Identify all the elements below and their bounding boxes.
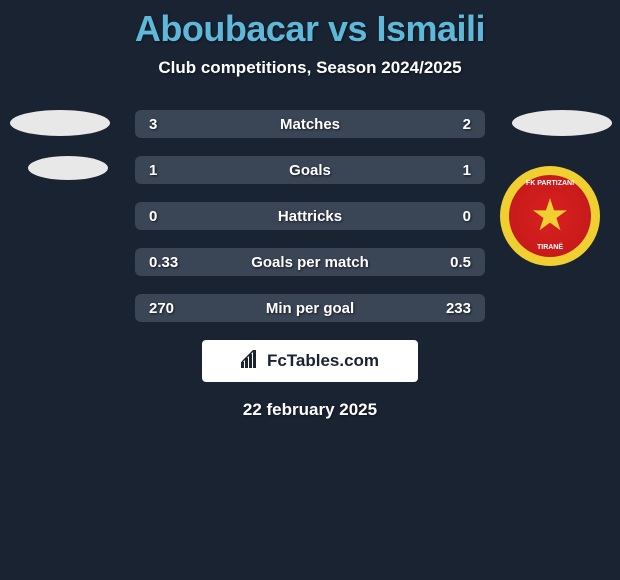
stat-row-goals: 1 Goals 1 bbox=[135, 156, 485, 184]
page-title: Aboubacar vs Ismaili bbox=[0, 0, 620, 50]
stat-label: Min per goal bbox=[266, 300, 354, 317]
stat-left-value: 1 bbox=[149, 162, 157, 179]
player-right-avatar bbox=[512, 110, 612, 136]
stat-left-value: 3 bbox=[149, 116, 157, 133]
club-name-top: FK PARTIZANI bbox=[526, 180, 574, 187]
stat-right-value: 1 bbox=[463, 162, 471, 179]
stat-label: Hattricks bbox=[278, 208, 342, 225]
chart-icon bbox=[241, 350, 263, 373]
page-subtitle: Club competitions, Season 2024/2025 bbox=[0, 58, 620, 78]
stat-label: Goals per match bbox=[251, 254, 369, 271]
stat-row-hattricks: 0 Hattricks 0 bbox=[135, 202, 485, 230]
stat-left-value: 270 bbox=[149, 300, 174, 317]
comparison-widget: Aboubacar vs Ismaili Club competitions, … bbox=[0, 0, 620, 580]
stat-row-min-per-goal: 270 Min per goal 233 bbox=[135, 294, 485, 322]
partizani-logo: FK PARTIZANI ★ TIRANË bbox=[509, 175, 591, 257]
stat-row-matches: 3 Matches 2 bbox=[135, 110, 485, 138]
stat-rows: 3 Matches 2 1 Goals 1 0 Hattricks 0 0.33… bbox=[135, 110, 485, 322]
stat-left-value: 0 bbox=[149, 208, 157, 225]
club-left-badge bbox=[28, 156, 108, 180]
star-icon: ★ bbox=[530, 194, 569, 238]
logo-text: FcTables.com bbox=[267, 351, 379, 371]
stat-left-value: 0.33 bbox=[149, 254, 178, 271]
date-label: 22 february 2025 bbox=[0, 400, 620, 420]
stat-right-value: 2 bbox=[463, 116, 471, 133]
stat-label: Goals bbox=[289, 162, 331, 179]
stat-right-value: 233 bbox=[446, 300, 471, 317]
club-name-bottom: TIRANË bbox=[537, 244, 563, 251]
stat-label: Matches bbox=[280, 116, 340, 133]
club-right-badge: FK PARTIZANI ★ TIRANË bbox=[500, 166, 600, 266]
stats-area: FK PARTIZANI ★ TIRANË 3 Matches 2 1 Goal… bbox=[0, 110, 620, 420]
stat-row-goals-per-match: 0.33 Goals per match 0.5 bbox=[135, 248, 485, 276]
stat-right-value: 0 bbox=[463, 208, 471, 225]
fctables-logo[interactable]: FcTables.com bbox=[202, 340, 418, 382]
stat-right-value: 0.5 bbox=[450, 254, 471, 271]
player-left-avatar bbox=[10, 110, 110, 136]
